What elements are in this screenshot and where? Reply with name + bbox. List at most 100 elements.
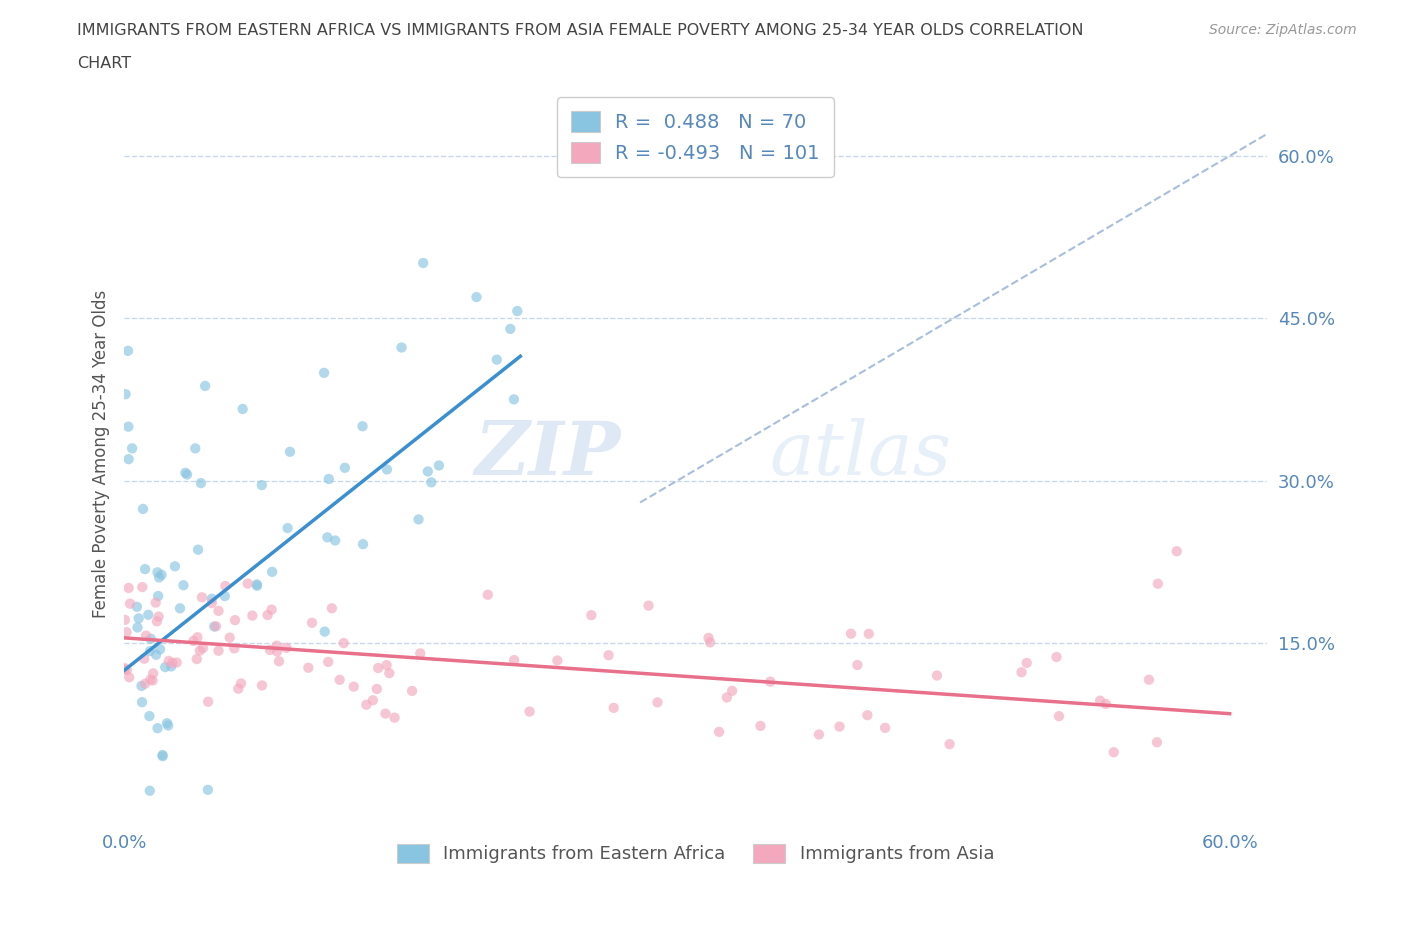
- Point: [145, 647, 167, 662]
- Point: [117, 452, 139, 467]
- Point: [499, 322, 522, 337]
- Text: atlas: atlas: [769, 418, 952, 490]
- Point: [506, 303, 529, 318]
- Point: [139, 783, 162, 798]
- Point: [427, 458, 450, 473]
- Point: [146, 721, 169, 736]
- Point: [259, 643, 281, 658]
- Point: [250, 678, 273, 693]
- Point: [721, 684, 744, 698]
- Point: [157, 654, 180, 669]
- Point: [875, 721, 897, 736]
- Point: [420, 475, 443, 490]
- Point: [202, 619, 225, 634]
- Point: [125, 600, 148, 615]
- Point: [118, 596, 141, 611]
- Point: [148, 609, 170, 624]
- Point: [1011, 665, 1033, 680]
- Point: [128, 611, 150, 626]
- Point: [266, 638, 288, 653]
- Point: [716, 690, 738, 705]
- Point: [343, 679, 366, 694]
- Text: ZIP: ZIP: [475, 418, 621, 490]
- Point: [224, 641, 246, 656]
- Point: [190, 475, 212, 490]
- Point: [118, 580, 141, 595]
- Point: [356, 698, 378, 712]
- Point: [477, 588, 499, 603]
- Point: [201, 595, 224, 610]
- Point: [136, 607, 159, 622]
- Point: [160, 659, 183, 674]
- Point: [187, 542, 209, 557]
- Point: [142, 666, 165, 681]
- Point: [214, 589, 236, 604]
- Point: [186, 630, 208, 644]
- Point: [166, 655, 188, 670]
- Point: [412, 256, 434, 271]
- Point: [201, 591, 224, 606]
- Point: [176, 467, 198, 482]
- Point: [262, 565, 284, 579]
- Point: [374, 706, 396, 721]
- Point: [145, 595, 167, 610]
- Text: CHART: CHART: [77, 56, 131, 71]
- Point: [236, 576, 259, 591]
- Point: [240, 608, 263, 623]
- Point: [139, 644, 162, 658]
- Point: [142, 673, 165, 688]
- Point: [1166, 544, 1188, 559]
- Point: [378, 666, 401, 681]
- Point: [197, 782, 219, 797]
- Legend: Immigrants from Eastern Africa, Immigrants from Asia: Immigrants from Eastern Africa, Immigran…: [389, 836, 1001, 870]
- Point: [699, 635, 721, 650]
- Point: [321, 601, 343, 616]
- Point: [148, 589, 170, 604]
- Point: [697, 631, 720, 645]
- Point: [214, 578, 236, 593]
- Point: [391, 340, 413, 355]
- Point: [416, 464, 439, 479]
- Point: [197, 695, 219, 710]
- Point: [184, 441, 207, 456]
- Point: [316, 530, 339, 545]
- Point: [375, 658, 398, 672]
- Point: [256, 607, 278, 622]
- Point: [114, 613, 136, 628]
- Point: [938, 737, 960, 751]
- Point: [603, 700, 626, 715]
- Point: [115, 625, 138, 640]
- Point: [131, 579, 153, 594]
- Point: [156, 716, 179, 731]
- Point: [183, 633, 205, 648]
- Point: [581, 607, 603, 622]
- Point: [148, 570, 170, 585]
- Text: IMMIGRANTS FROM EASTERN AFRICA VS IMMIGRANTS FROM ASIA FEMALE POVERTY AMONG 25-3: IMMIGRANTS FROM EASTERN AFRICA VS IMMIGR…: [77, 23, 1084, 38]
- Point: [1094, 697, 1116, 711]
- Point: [163, 559, 186, 574]
- Point: [332, 635, 354, 650]
- Point: [146, 614, 169, 629]
- Point: [465, 289, 488, 304]
- Point: [135, 628, 157, 643]
- Point: [150, 567, 173, 582]
- Point: [409, 646, 432, 661]
- Point: [333, 460, 356, 475]
- Point: [205, 618, 228, 633]
- Point: [276, 641, 298, 656]
- Point: [1088, 693, 1111, 708]
- Point: [366, 682, 388, 697]
- Point: [266, 644, 288, 659]
- Point: [138, 709, 160, 724]
- Point: [131, 695, 153, 710]
- Point: [361, 693, 384, 708]
- Point: [807, 727, 830, 742]
- Point: [367, 660, 389, 675]
- Y-axis label: Female Poverty Among 25-34 Year Olds: Female Poverty Among 25-34 Year Olds: [93, 289, 110, 618]
- Point: [856, 708, 879, 723]
- Point: [1015, 656, 1038, 671]
- Point: [188, 644, 211, 658]
- Point: [408, 512, 430, 527]
- Point: [375, 462, 398, 477]
- Point: [162, 656, 184, 671]
